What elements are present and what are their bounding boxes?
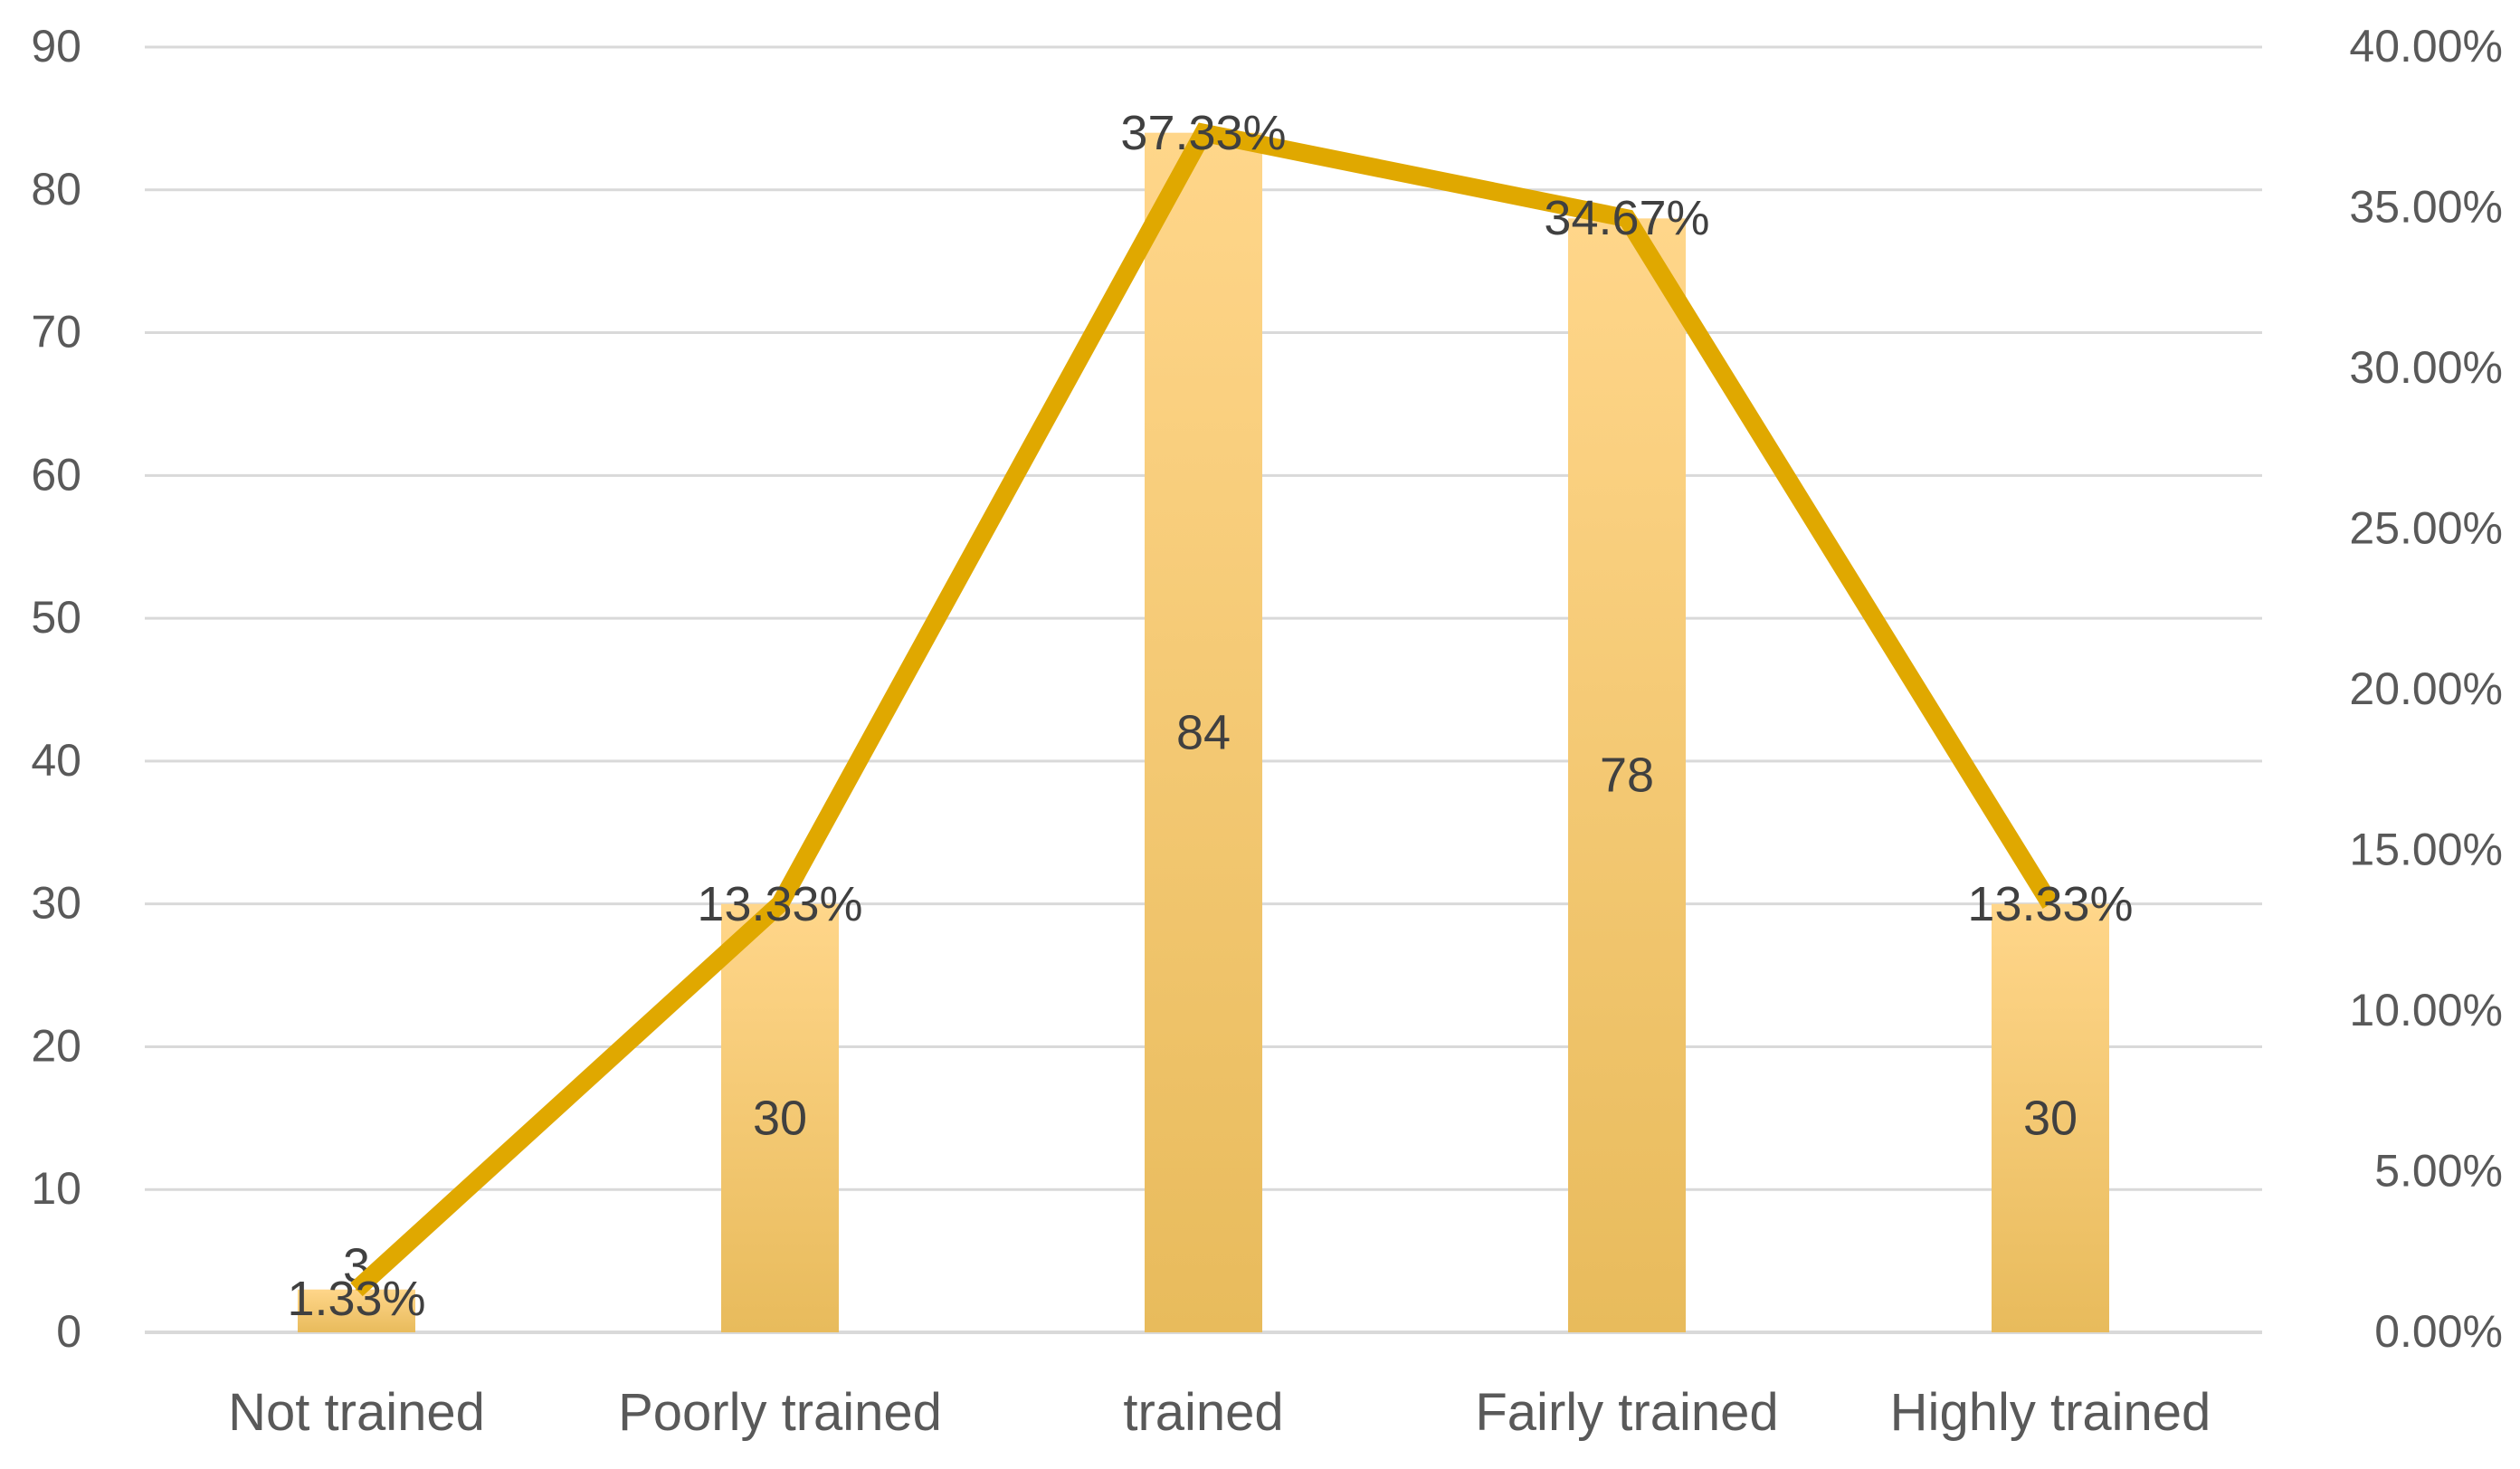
bar-series <box>298 132 2109 1333</box>
right-axis-tick-label: 10.00% <box>2349 985 2503 1035</box>
bar-value-label: 78 <box>1600 749 1654 803</box>
left-axis-tick-label: 20 <box>31 1020 81 1071</box>
bar-value-label: 30 <box>2023 1091 2078 1145</box>
left-axis-tick-label: 70 <box>31 307 81 358</box>
right-axis-tick-label: 40.00% <box>2349 21 2503 72</box>
bar-value-label: 84 <box>1176 705 1231 759</box>
line-value-label: 1.33% <box>287 1272 425 1326</box>
left-axis: 0 10 20 30 40 50 60 70 80 90 <box>31 21 81 1357</box>
line-point <box>356 1288 357 1291</box>
right-axis-tick-label: 20.00% <box>2349 663 2503 714</box>
line-value-label: 34.67% <box>1544 191 1709 245</box>
bar <box>721 903 839 1332</box>
category-label: Fairly trained <box>1475 1383 1778 1442</box>
line-value-label: 13.33% <box>1967 877 2133 931</box>
left-axis-tick-label: 50 <box>31 592 81 643</box>
bar <box>1992 903 2109 1332</box>
left-axis-tick-label: 60 <box>31 449 81 500</box>
left-axis-tick-label: 10 <box>31 1163 81 1214</box>
category-label: Not trained <box>228 1383 485 1442</box>
line-point <box>1626 217 1628 220</box>
left-axis-tick-label: 40 <box>31 735 81 786</box>
right-axis-tick-label: 30.00% <box>2349 342 2503 393</box>
left-axis-tick-label: 80 <box>31 164 81 215</box>
right-axis-tick-label: 15.00% <box>2349 825 2503 875</box>
line-series <box>350 122 2059 1297</box>
x-axis-categories: Not trained Poorly trained trained Fairly t… <box>228 1383 2211 1442</box>
category-label: Highly trained <box>1890 1383 2211 1442</box>
right-axis-tick-label: 35.00% <box>2349 182 2503 233</box>
bar <box>1145 132 1262 1333</box>
line-point <box>1203 131 1204 134</box>
right-axis: 0.00% 5.00% 10.00% 15.00% 20.00% 25.00% 30.00%… <box>2349 21 2503 1357</box>
left-axis-tick-label: 0 <box>56 1306 81 1357</box>
line-point <box>779 902 781 905</box>
left-axis-tick-label: 90 <box>31 21 81 72</box>
right-axis-tick-label: 0.00% <box>2374 1306 2503 1357</box>
left-axis-tick-label: 30 <box>31 878 81 929</box>
line-value-label: 37.33% <box>1120 106 1286 160</box>
bar-value-label: 30 <box>753 1091 807 1145</box>
line-value-labels: 1.33% 13.33% 37.33% 34.67% 13.33% <box>287 106 2133 1326</box>
bar <box>1568 218 1686 1332</box>
line-point <box>2049 902 2051 905</box>
right-axis-tick-label: 25.00% <box>2349 503 2503 554</box>
category-label: Poorly trained <box>618 1383 942 1442</box>
bar <box>298 1289 415 1332</box>
right-axis-tick-label: 5.00% <box>2374 1146 2503 1197</box>
category-label: trained <box>1123 1383 1283 1442</box>
line-value-label: 13.33% <box>697 877 862 931</box>
